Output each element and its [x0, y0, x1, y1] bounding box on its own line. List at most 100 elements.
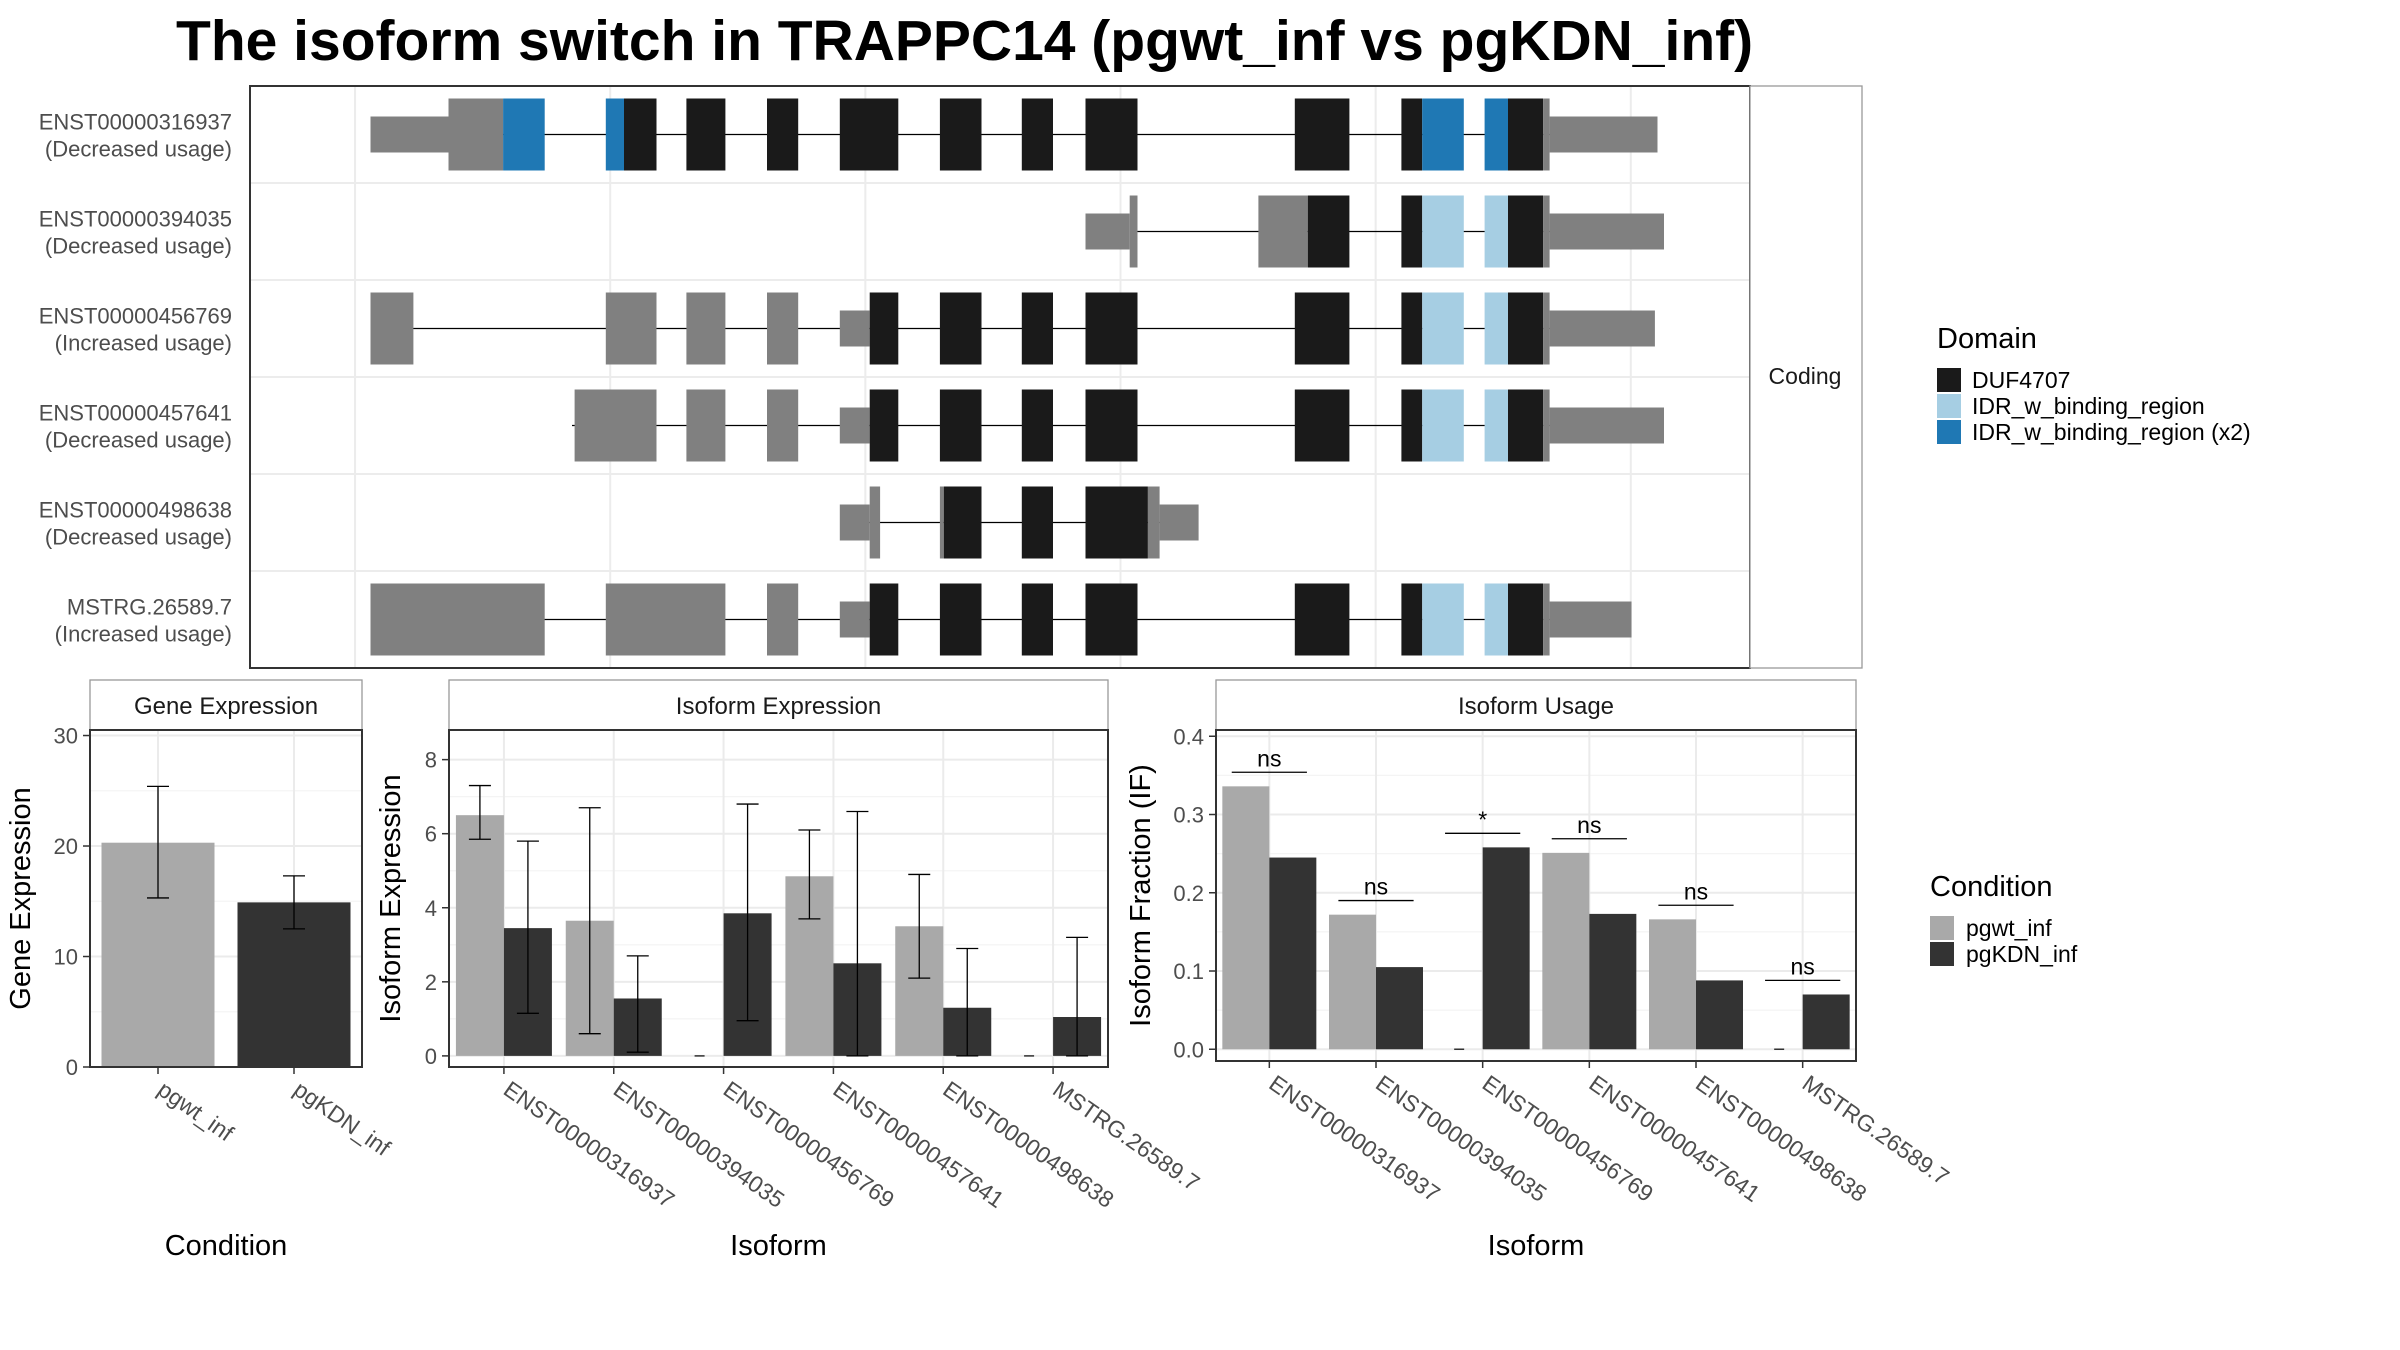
exon-box	[686, 389, 726, 462]
x-axis-title: Isoform	[730, 1230, 827, 1262]
y-tick-label: 0	[66, 1055, 78, 1080]
exon-box	[686, 98, 726, 171]
y-axis-title: Isoform Expression	[375, 774, 407, 1022]
x-tick-label: ENST00000498638	[1691, 1070, 1871, 1207]
utr-box	[1549, 116, 1658, 153]
panel-title: Gene Expression	[134, 693, 318, 720]
utr-box	[1549, 601, 1632, 638]
exon-box	[1085, 292, 1138, 365]
y-tick-label: 6	[425, 822, 437, 847]
domain-legend-swatch	[1937, 368, 1961, 392]
bar	[1802, 994, 1850, 1050]
exon-box	[939, 98, 982, 171]
exon-box	[1484, 583, 1508, 656]
y-tick-label: 0.2	[1173, 881, 1204, 906]
exon-box	[1085, 583, 1138, 656]
condition-legend-label: pgwt_inf	[1966, 915, 2052, 941]
transcript-track	[370, 98, 1658, 171]
utr-box	[1549, 213, 1664, 250]
bar	[1696, 980, 1743, 1050]
condition-legend-title: Condition	[1930, 871, 2053, 903]
exon-box	[939, 583, 982, 656]
y-tick-label: 4	[425, 896, 437, 921]
y-tick-label: 0.1	[1173, 959, 1204, 984]
bar	[1589, 913, 1637, 1050]
exon-box	[869, 389, 899, 462]
bar	[455, 815, 504, 1056]
exon-box	[943, 486, 982, 559]
exon-box	[1543, 389, 1550, 462]
y-tick-label: 2	[425, 970, 437, 995]
exon-box	[767, 389, 799, 462]
exon-box	[1294, 292, 1350, 365]
utr-box	[1549, 310, 1655, 347]
panel-title: Isoform Expression	[676, 693, 881, 720]
y-tick-label: 0	[425, 1044, 437, 1069]
transcript-usage-note: (Decreased usage)	[45, 525, 232, 550]
exon-box	[448, 98, 504, 171]
exon-box	[503, 98, 545, 171]
bar	[1542, 852, 1590, 1050]
significance-label: ns	[1791, 953, 1815, 979]
exon-box	[605, 292, 657, 365]
x-axis-title: Isoform	[1488, 1230, 1585, 1262]
exon-box	[1085, 486, 1148, 559]
exon-box	[1085, 98, 1138, 171]
exon-box	[1543, 583, 1550, 656]
bar	[1269, 857, 1317, 1050]
x-tick-label: pgwt_inf	[153, 1076, 239, 1147]
x-tick-label: ENST00000456769	[1478, 1070, 1658, 1207]
y-axis-title: Gene Expression	[5, 787, 37, 1009]
exon-box	[1401, 389, 1423, 462]
exon-box	[939, 292, 982, 365]
exon-box	[1422, 195, 1464, 268]
y-tick-label: 8	[425, 748, 437, 773]
exon-box	[1543, 195, 1550, 268]
exon-box	[1508, 389, 1544, 462]
exon-box	[1021, 583, 1053, 656]
significance-label: ns	[1257, 745, 1281, 771]
panel-border	[448, 729, 1109, 1068]
domain-legend-title: Domain	[1937, 323, 2037, 355]
exon-box	[1422, 98, 1464, 171]
domain-legend-label: IDR_w_binding_region	[1972, 393, 2205, 419]
utr-box	[839, 310, 870, 347]
y-tick-label: 0.4	[1173, 724, 1204, 749]
transcript-track	[370, 583, 1632, 656]
figure-title: The isoform switch in TRAPPC14 (pgwt_inf…	[176, 9, 1754, 73]
bar	[1482, 847, 1530, 1050]
domain-legend-swatch	[1937, 394, 1961, 418]
utr-box	[1549, 407, 1664, 444]
transcript-track	[1085, 195, 1664, 268]
domain-legend-label: DUF4707	[1972, 367, 2070, 393]
utr-box	[839, 601, 870, 638]
exon-box	[1508, 195, 1544, 268]
panel-strip	[1215, 679, 1857, 731]
transcript-track	[572, 389, 1664, 462]
exon-box	[1401, 195, 1423, 268]
exon-box	[1021, 486, 1053, 559]
exon-box	[1422, 389, 1464, 462]
panel-border	[1215, 729, 1857, 1062]
exon-box	[1258, 195, 1308, 268]
exon-box	[869, 583, 899, 656]
transcript-name: ENST00000498638	[39, 498, 232, 523]
transcript-usage-note: (Decreased usage)	[45, 137, 232, 162]
exon-box	[1294, 389, 1350, 462]
exon-box	[624, 98, 657, 171]
exon-box	[574, 389, 657, 462]
transcript-usage-note: (Decreased usage)	[45, 428, 232, 453]
bar	[1649, 919, 1696, 1050]
exon-box	[605, 583, 726, 656]
exon-box	[1401, 583, 1423, 656]
significance-label: *	[1478, 806, 1487, 832]
transcript-name: ENST00000457641	[39, 401, 232, 426]
exon-box	[1021, 292, 1053, 365]
transcript-usage-note: (Increased usage)	[55, 622, 232, 647]
transcript-track	[370, 292, 1655, 365]
exon-box	[686, 292, 726, 365]
utr-box	[1085, 213, 1130, 250]
utr-box	[370, 116, 449, 153]
transcript-name: ENST00000316937	[39, 110, 232, 135]
panel-title: Isoform Usage	[1458, 693, 1614, 720]
